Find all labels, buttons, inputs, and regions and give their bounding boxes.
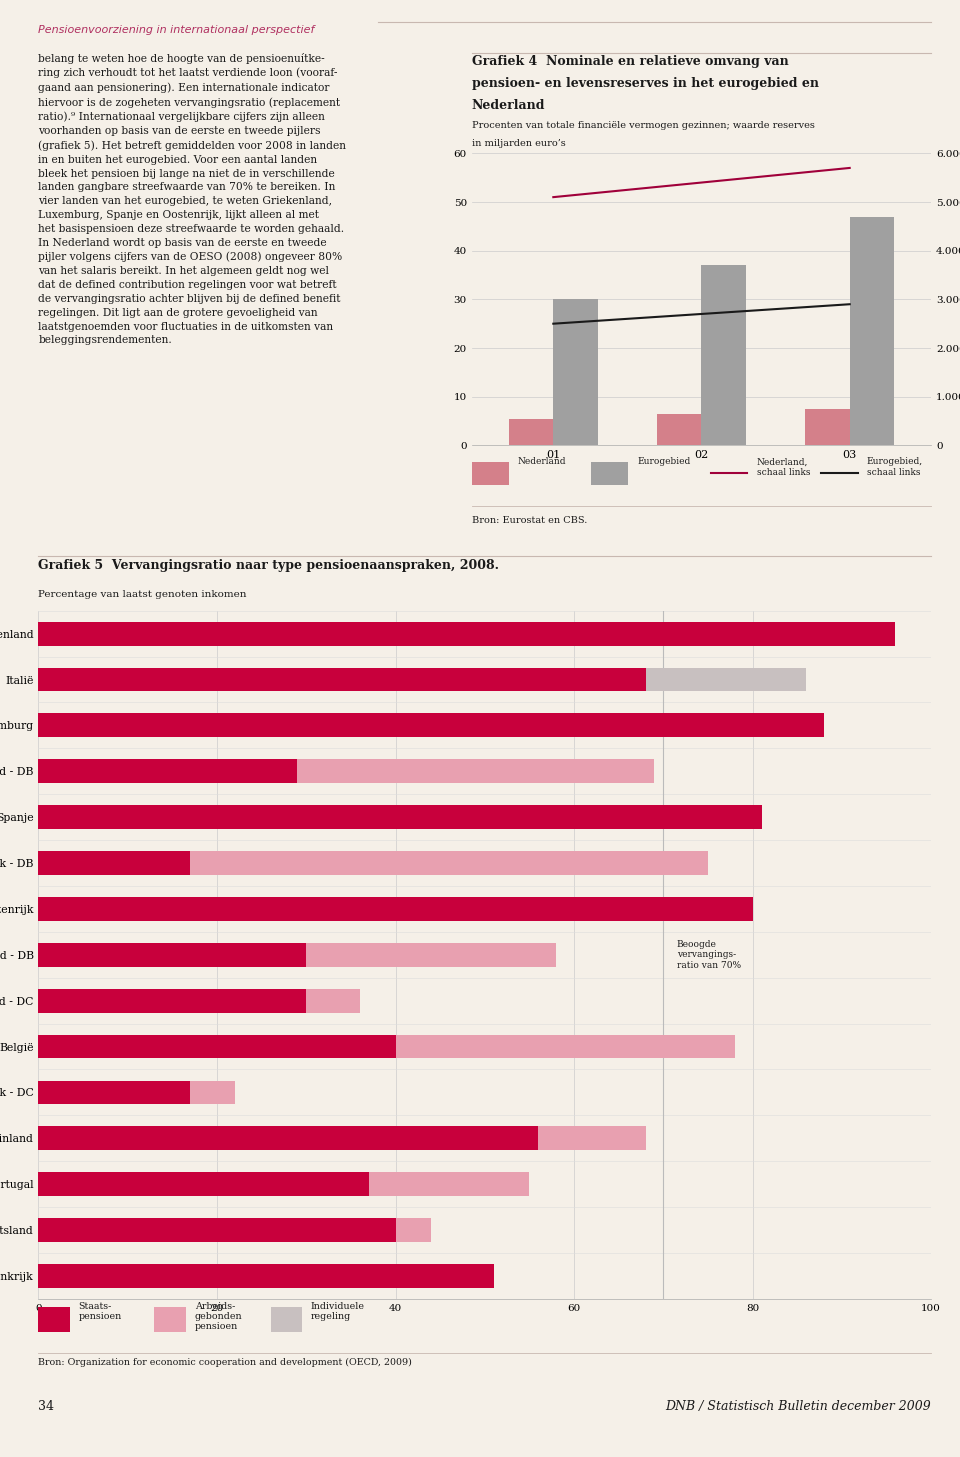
Text: Procenten van totale financiële vermogen gezinnen; waarde reserves: Procenten van totale financiële vermogen… (471, 121, 815, 130)
Bar (396, 1034, 734, 1058)
Bar (396, 1218, 431, 1241)
Text: in miljarden euro’s: in miljarden euro’s (471, 140, 565, 149)
Bar (38, 667, 645, 692)
Bar (645, 667, 806, 692)
Bar (190, 1081, 235, 1104)
Text: Nederland: Nederland (471, 99, 545, 112)
Bar (38, 806, 761, 829)
Bar (306, 943, 556, 967)
Bar (509, 418, 553, 446)
Bar (38, 1173, 369, 1196)
Bar (702, 265, 746, 446)
Text: Eurogebied: Eurogebied (637, 457, 690, 466)
Bar (657, 414, 702, 446)
Text: Nederland: Nederland (517, 457, 566, 466)
Bar (38, 898, 753, 921)
Bar (306, 989, 360, 1013)
Bar (38, 1081, 190, 1104)
Text: Bron: Organization for economic cooperation and development (OECD, 2009): Bron: Organization for economic cooperat… (38, 1358, 412, 1367)
Bar (850, 217, 894, 446)
Text: 34: 34 (38, 1400, 55, 1413)
Bar (38, 1126, 539, 1150)
Bar (38, 1218, 396, 1241)
Text: Nederland,
schaal links: Nederland, schaal links (756, 457, 810, 476)
Text: Beoogde
vervangings-
ratio van 70%: Beoogde vervangings- ratio van 70% (677, 940, 741, 970)
Bar (369, 1173, 529, 1196)
Bar (591, 462, 628, 485)
Text: Grafiek 5  Vervangingsratio naar type pensioenaanspraken, 2008.: Grafiek 5 Vervangingsratio naar type pen… (38, 559, 499, 573)
Bar (38, 759, 298, 784)
Text: Bron: Eurostat en CBS.: Bron: Eurostat en CBS. (471, 516, 588, 525)
Text: Eurogebied,
schaal links: Eurogebied, schaal links (867, 457, 923, 476)
Text: Individuele
regeling: Individuele regeling (311, 1301, 365, 1321)
Bar (553, 299, 598, 446)
Bar (38, 622, 896, 645)
Text: belang te weten hoe de hoogte van de pensioenuítke-
ring zich verhoudt tot het l: belang te weten hoe de hoogte van de pen… (38, 52, 347, 345)
Bar (539, 1126, 645, 1150)
Bar (38, 989, 306, 1013)
Bar (38, 714, 824, 737)
Text: Staats-
pensioen: Staats- pensioen (79, 1301, 122, 1321)
Bar (38, 943, 306, 967)
Bar (38, 1034, 396, 1058)
Bar (38, 1265, 493, 1288)
Bar (38, 1307, 70, 1332)
Text: Arbeids-
gebonden
pensioen: Arbeids- gebonden pensioen (195, 1301, 242, 1332)
Bar (190, 851, 708, 876)
Bar (38, 851, 190, 876)
Text: Percentage van laatst genoten inkomen: Percentage van laatst genoten inkomen (38, 590, 247, 599)
Text: Pensioenvoorziening in internationaal perspectief: Pensioenvoorziening in internationaal pe… (38, 25, 315, 35)
Text: DNB / Statistisch Bulletin december 2009: DNB / Statistisch Bulletin december 2009 (665, 1400, 931, 1413)
Bar (805, 409, 850, 446)
Bar (298, 759, 655, 784)
Bar (155, 1307, 185, 1332)
Text: Grafiek 4  Nominale en relatieve omvang van: Grafiek 4 Nominale en relatieve omvang v… (471, 55, 788, 67)
Bar (271, 1307, 301, 1332)
Text: pensioen- en levensreserves in het eurogebied en: pensioen- en levensreserves in het eurog… (471, 77, 819, 90)
Bar (471, 462, 509, 485)
